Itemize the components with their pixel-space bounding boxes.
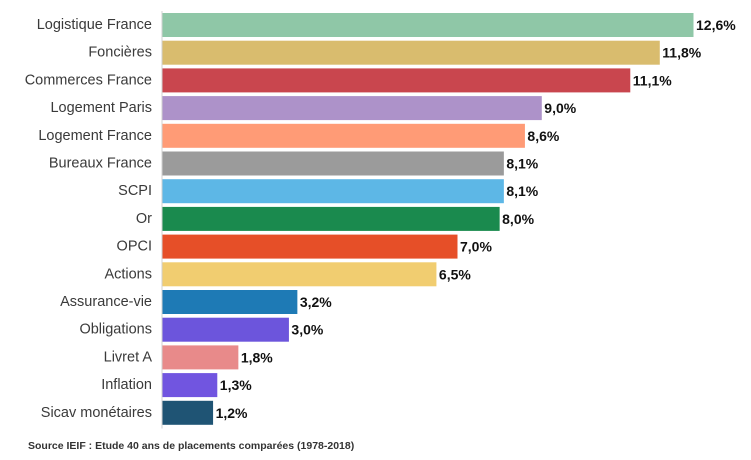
bar-3 bbox=[162, 96, 542, 121]
category-label-11: Obligations bbox=[79, 322, 152, 338]
category-label-10: Assurance-vie bbox=[60, 294, 152, 310]
value-label-10: 3,2% bbox=[300, 294, 332, 310]
bar-2 bbox=[162, 68, 631, 93]
bar-7 bbox=[162, 206, 500, 231]
value-label-14: 1,2% bbox=[216, 405, 248, 421]
category-label-2: Commerces France bbox=[25, 72, 152, 88]
bar-12 bbox=[162, 345, 239, 370]
category-label-9: Actions bbox=[104, 266, 152, 282]
bar-1 bbox=[162, 40, 660, 65]
bar-5 bbox=[162, 151, 504, 176]
category-label-12: Livret A bbox=[104, 349, 153, 365]
bar-10 bbox=[162, 290, 298, 314]
value-label-13: 1,3% bbox=[220, 377, 252, 393]
value-label-12: 1,8% bbox=[241, 349, 273, 365]
value-label-9: 6,5% bbox=[439, 266, 471, 282]
bar-chart: Logistique France 12,6% Foncières 11,8% Comm… bbox=[25, 11, 736, 429]
value-label-6: 8,1% bbox=[506, 183, 538, 199]
bar-14 bbox=[162, 400, 214, 425]
value-label-3: 9,0% bbox=[544, 100, 576, 116]
bar-6 bbox=[162, 179, 504, 204]
category-label-3: Logement Paris bbox=[50, 100, 152, 116]
category-label-4: Logement France bbox=[38, 128, 152, 144]
bar-13 bbox=[162, 373, 218, 398]
category-label-6: SCPI bbox=[118, 183, 152, 199]
value-label-5: 8,1% bbox=[506, 156, 538, 172]
category-label-7: Or bbox=[136, 211, 152, 227]
bar-11 bbox=[162, 317, 289, 342]
bar-8 bbox=[162, 234, 458, 259]
value-label-8: 7,0% bbox=[460, 239, 492, 255]
category-label-0: Logistique France bbox=[37, 17, 152, 33]
bar-0 bbox=[162, 13, 694, 37]
value-label-11: 3,0% bbox=[291, 322, 323, 338]
category-label-8: OPCI bbox=[117, 239, 152, 255]
bar-9 bbox=[162, 262, 437, 287]
value-label-4: 8,6% bbox=[527, 128, 559, 144]
bar-4 bbox=[162, 123, 525, 148]
value-label-0: 12,6% bbox=[696, 17, 736, 33]
value-label-7: 8,0% bbox=[502, 211, 534, 227]
category-label-5: Bureaux France bbox=[49, 156, 152, 172]
source-note: Source IEIF : Etude 40 ans de placements… bbox=[28, 440, 355, 452]
category-label-14: Sicav monétaires bbox=[41, 405, 152, 421]
value-label-2: 11,1% bbox=[633, 72, 672, 88]
category-label-13: Inflation bbox=[101, 377, 152, 393]
category-label-1: Foncières bbox=[88, 45, 152, 61]
value-label-1: 11,8% bbox=[662, 45, 701, 61]
